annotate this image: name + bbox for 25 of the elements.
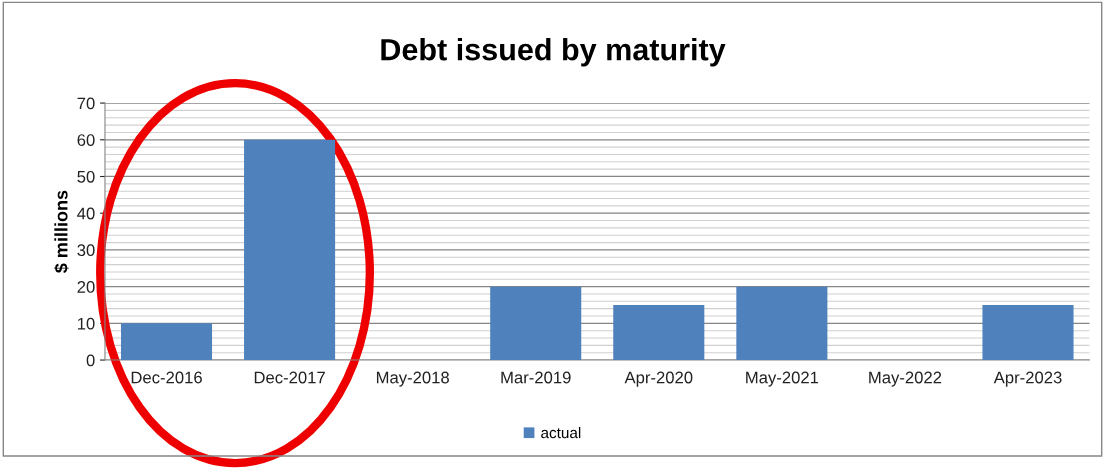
y-tick-label: 30 bbox=[77, 244, 95, 257]
bar bbox=[736, 286, 828, 361]
y-tick-label: 50 bbox=[77, 170, 95, 183]
y-tick-label: 20 bbox=[77, 281, 95, 293]
x-tick-label: Apr-2023 bbox=[993, 371, 1062, 387]
x-tick-label: Mar-2019 bbox=[501, 371, 571, 384]
x-tick-label: May-2022 bbox=[869, 371, 942, 387]
bar bbox=[982, 304, 1074, 361]
y-tick-label: 70 bbox=[77, 97, 95, 110]
bar bbox=[244, 139, 336, 361]
y-tick-label: 10 bbox=[77, 317, 95, 330]
bar bbox=[490, 286, 582, 361]
chart-title: Debt issued by maturity bbox=[381, 38, 726, 67]
y-tick-label: 40 bbox=[77, 207, 95, 220]
y-axis-title: $ millions bbox=[54, 190, 69, 273]
x-tick-label: Apr-2020 bbox=[624, 371, 693, 387]
bar bbox=[613, 304, 705, 361]
y-tick-label: 60 bbox=[77, 134, 95, 146]
x-tick-label: Dec-2017 bbox=[254, 371, 325, 384]
x-tick-label: May-2018 bbox=[376, 371, 449, 387]
legend-label: actual bbox=[541, 427, 581, 439]
x-tick-label: May-2021 bbox=[746, 371, 819, 387]
y-tick-label: 0 bbox=[86, 354, 95, 367]
bar bbox=[120, 323, 213, 361]
x-tick-label: Dec-2016 bbox=[131, 371, 202, 384]
